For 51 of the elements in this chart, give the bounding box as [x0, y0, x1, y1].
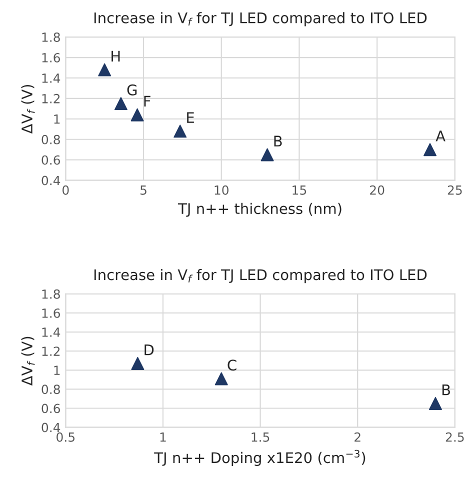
y-tick-label: 1.8	[42, 32, 60, 42]
y-tick-label: 0.6	[42, 404, 60, 414]
point	[424, 143, 437, 156]
chart-title: Increase in V$_{f}$ for TJ LED compared to ITO LED	[94, 268, 427, 284]
y-tick-label: 0.8	[42, 384, 60, 394]
y-tick-label: 1	[54, 114, 60, 124]
y-tick-label: 1.2	[42, 94, 60, 104]
x-tick-label: 0	[62, 185, 69, 195]
x-tick-label: 0.5	[56, 432, 75, 442]
y-tick-label: 1.6	[42, 308, 60, 318]
point	[214, 372, 228, 386]
y-axis-title: ΔV$_{f}$ (V)	[21, 84, 35, 134]
point	[98, 63, 112, 76]
annotation: C	[228, 360, 236, 371]
x-tick-label: 25	[448, 185, 462, 195]
y-tick-label: 1.4	[42, 328, 60, 337]
x-tick-label: 20	[370, 185, 384, 195]
x-tick-label: 5	[140, 186, 146, 195]
point	[428, 397, 442, 410]
y-tick-label: 1	[54, 366, 60, 375]
y-tick-label: 0.6	[42, 155, 60, 165]
x-tick-label: 1.5	[252, 432, 270, 442]
point	[130, 108, 144, 122]
annotation: E	[187, 112, 194, 123]
y-tick-label: 0.4	[42, 176, 60, 186]
annotation: F	[144, 96, 150, 106]
chart-title: Increase in V$_{f}$ for TJ LED compared to ITO LED	[94, 12, 427, 26]
x-tick-label: 10	[214, 185, 228, 195]
annotation: H	[112, 50, 120, 62]
annotation: B	[442, 384, 450, 396]
x-tick-label: 2.5	[446, 432, 464, 442]
y-tick-label: 0.8	[42, 134, 60, 144]
y-tick-label: 1.4	[42, 74, 60, 83]
annotation: G	[127, 84, 137, 96]
y-tick-label: 0.4	[42, 422, 60, 432]
x-tick-label: 1	[160, 432, 166, 442]
y-tick-label: 1.2	[42, 346, 60, 356]
x-tick-label: 2	[354, 432, 360, 442]
point	[114, 97, 128, 110]
point	[131, 356, 144, 370]
y-tick-label: 1.8	[42, 289, 60, 299]
x-tick-label: 15	[292, 186, 306, 195]
annotation: A	[436, 130, 446, 142]
annotation: B	[274, 136, 282, 146]
y-tick-label: 1.6	[42, 52, 60, 62]
point	[174, 124, 187, 138]
x-axis-title: TJ n++ thickness (nm)	[178, 202, 342, 217]
annotation: D	[144, 344, 154, 356]
y-axis-title: ΔV$_{f}$ (V)	[21, 336, 35, 386]
point	[260, 148, 274, 162]
x-axis-title: TJ n++ Doping x1E20 (cm$^{−3}$)	[154, 450, 366, 466]
